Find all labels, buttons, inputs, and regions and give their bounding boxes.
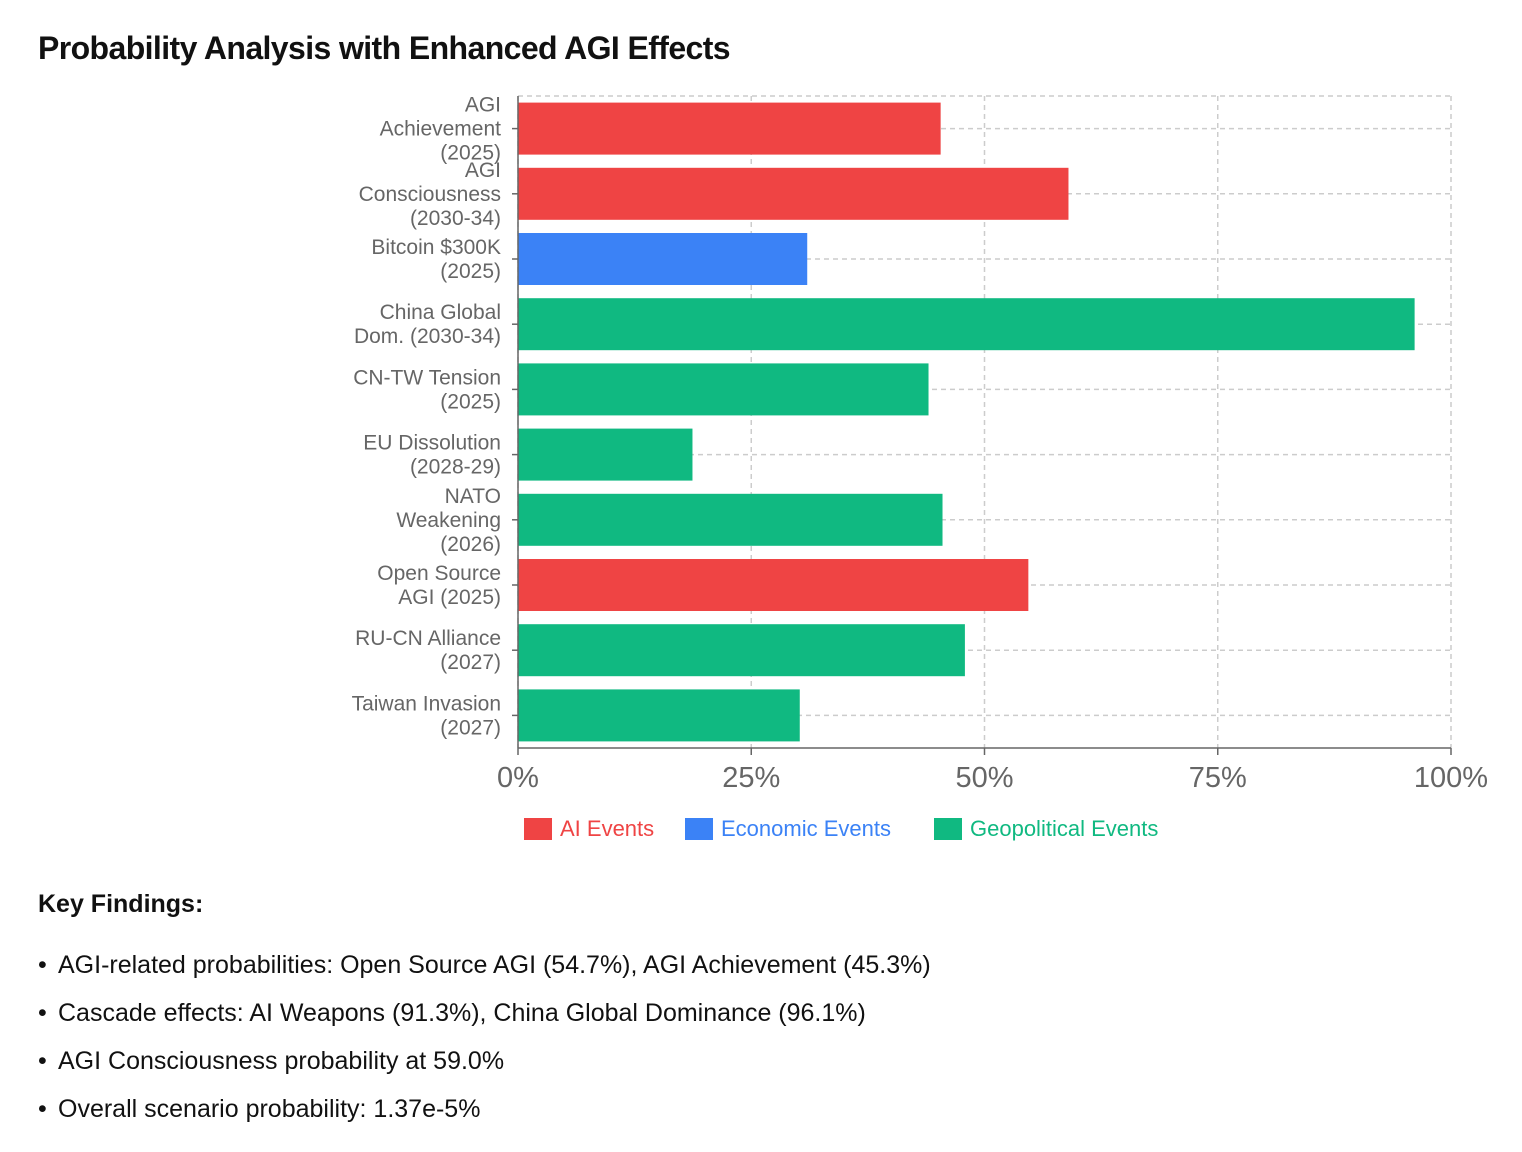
bar xyxy=(518,363,929,416)
bar xyxy=(518,102,941,155)
finding-item: • AGI-related probabilities: Open Source … xyxy=(38,941,1478,989)
bar xyxy=(518,167,1069,220)
legend-label: AI Events xyxy=(560,816,654,841)
finding-item: • Cascade effects: AI Weapons (91.3%), Ch… xyxy=(38,989,1478,1037)
finding-text: AGI-related probabilities: Open Source A… xyxy=(58,951,931,979)
y-tick-label-line: Dom. (2030-34) xyxy=(354,325,501,348)
findings-list: • AGI-related probabilities: Open Source … xyxy=(38,941,1478,1133)
y-tick-label: AGI Achievement (2025) xyxy=(380,93,502,164)
y-tick-label-line: (2027) xyxy=(440,716,501,739)
bar xyxy=(518,559,1029,611)
bar xyxy=(518,689,800,742)
x-tick-label: 0% xyxy=(497,762,539,794)
bullet-icon: • xyxy=(38,999,47,1027)
y-tick-label-line: Achievement xyxy=(380,117,502,140)
y-tick-label-line: (2025) xyxy=(440,141,501,164)
bar xyxy=(518,233,808,285)
legend-label: Geopolitical Events xyxy=(970,816,1158,841)
legend-swatch xyxy=(934,818,962,840)
y-tick-label: AGI Consciousness (2030-34) xyxy=(359,158,501,229)
y-tick-label-line: EU Dissolution xyxy=(363,431,501,454)
y-tick-label-line: (2026) xyxy=(440,532,501,555)
finding-text: AGI Consciousness probability at 59.0% xyxy=(58,1047,505,1075)
bullet-icon: • xyxy=(38,1047,47,1075)
y-tick-label-line: Taiwan Invasion xyxy=(352,692,501,715)
x-tick-label: 25% xyxy=(722,762,780,794)
bar-chart: AGI Achievement (2025)AGI Consciousness (203… xyxy=(352,93,1489,841)
y-tick-label: CN-TW Tension (2025) xyxy=(353,366,501,413)
y-tick-label: Taiwan Invasion (2027) xyxy=(352,692,501,739)
y-tick-label-line: Bitcoin $300K xyxy=(371,236,501,259)
y-tick-label-line: AGI (2025) xyxy=(398,586,501,609)
y-tick-label: China Global Dom. (2030-34) xyxy=(354,301,501,348)
y-tick-label-line: (2025) xyxy=(440,390,501,413)
x-tick-label: 50% xyxy=(955,762,1013,794)
bar xyxy=(518,624,965,677)
y-tick-label-line: AGI xyxy=(465,158,501,181)
finding-text: Overall scenario probability: 1.37e-5% xyxy=(58,1095,481,1123)
page-title: Probability Analysis with Enhanced AGI E… xyxy=(38,30,731,66)
finding-item: • Overall scenario probability: 1.37e-5% xyxy=(38,1085,1478,1133)
legend-label: Economic Events xyxy=(721,816,891,841)
y-tick-label-line: CN-TW Tension xyxy=(353,366,501,389)
y-tick-label: Bitcoin $300K (2025) xyxy=(371,236,501,283)
y-tick-label: RU-CN Alliance (2027) xyxy=(355,627,501,674)
y-tick-label-line: (2030-34) xyxy=(410,206,501,229)
bullet-icon: • xyxy=(38,951,47,979)
y-tick-label: NATO Weakening (2026) xyxy=(396,484,501,555)
y-tick-label-line: RU-CN Alliance xyxy=(355,627,501,650)
legend-swatch xyxy=(524,818,552,840)
y-tick-label-line: (2028-29) xyxy=(410,455,501,478)
x-tick-label: 75% xyxy=(1189,762,1247,794)
y-tick-label-line: (2025) xyxy=(440,260,501,283)
x-tick-label: 100% xyxy=(1414,762,1488,794)
y-tick-label: Open Source AGI (2025) xyxy=(377,562,501,609)
y-tick-label-line: China Global xyxy=(380,301,501,324)
key-findings: Key Findings: • AGI-related probabilities… xyxy=(38,890,1478,1133)
findings-title: Key Findings: xyxy=(38,890,204,918)
y-tick-label-line: (2027) xyxy=(440,651,501,674)
y-tick-label-line: NATO xyxy=(445,484,501,507)
bullet-icon: • xyxy=(38,1095,47,1123)
bar xyxy=(518,428,693,481)
finding-text: Cascade effects: AI Weapons (91.3%), Chi… xyxy=(58,999,866,1027)
y-tick-label: EU Dissolution (2028-29) xyxy=(363,431,501,478)
y-tick-label-line: Open Source xyxy=(377,562,501,585)
y-tick-label-line: Consciousness xyxy=(359,182,501,205)
legend-swatch xyxy=(685,818,713,840)
bar xyxy=(518,298,1415,351)
bar xyxy=(518,493,943,546)
y-tick-label-line: AGI xyxy=(465,93,501,116)
finding-item: • AGI Consciousness probability at 59.0% xyxy=(38,1037,1478,1085)
y-tick-label-line: Weakening xyxy=(396,508,501,531)
